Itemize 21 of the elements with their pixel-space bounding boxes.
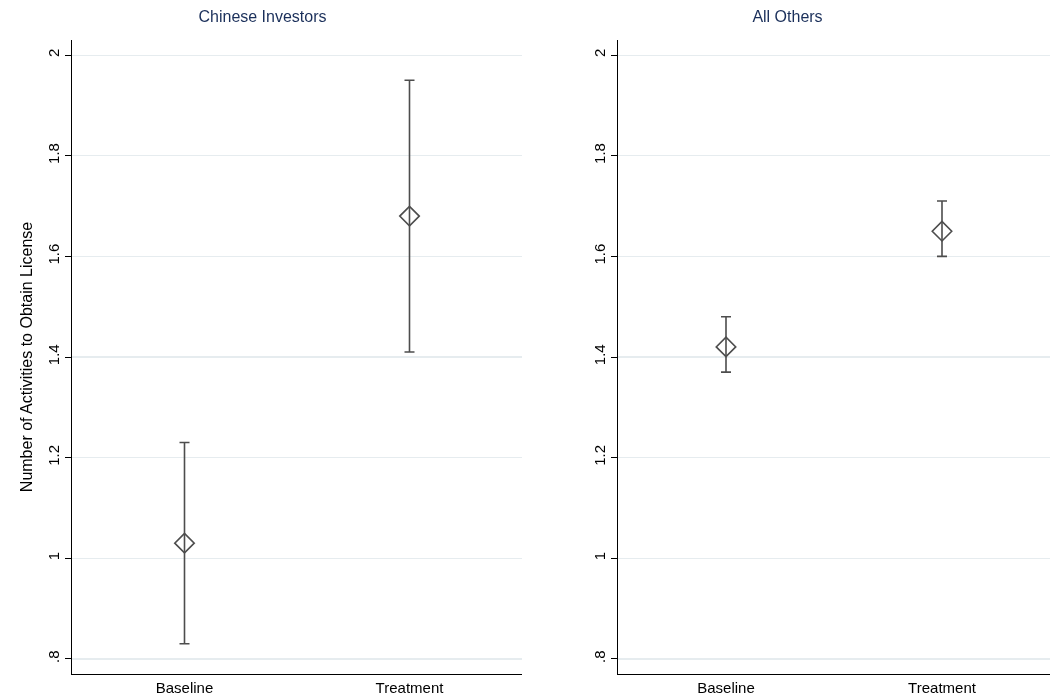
y-tick-label: 1.2 [591, 444, 608, 466]
x-tick-label: Baseline [697, 679, 755, 696]
y-tick-label: 1 [45, 551, 62, 561]
y-tick-label: 2 [45, 48, 62, 58]
y-tick-label: .8 [591, 650, 608, 663]
y-tick-label: 1.2 [45, 444, 62, 466]
y-tick-label: 2 [591, 48, 608, 58]
chart-title: All Others [752, 7, 823, 25]
y-tick-label: 1.4 [45, 344, 62, 366]
y-tick-label: 1.6 [45, 243, 62, 265]
y-axis-title: Number of Activities to Obtain License [17, 221, 35, 493]
y-tick-label: .8 [45, 650, 62, 663]
y-tick-label: 1 [591, 551, 608, 561]
y-tick-label: 1.8 [591, 143, 608, 164]
x-tick-label: Baseline [155, 679, 214, 696]
y-tick-label: 1.8 [45, 143, 62, 164]
y-tick-label: 1.4 [591, 344, 608, 366]
x-tick-label: Treatment [908, 679, 977, 696]
chart-title: Chinese Investors [198, 7, 327, 25]
y-tick-label: 1.6 [591, 243, 608, 265]
x-tick-label: Treatment [375, 679, 445, 696]
